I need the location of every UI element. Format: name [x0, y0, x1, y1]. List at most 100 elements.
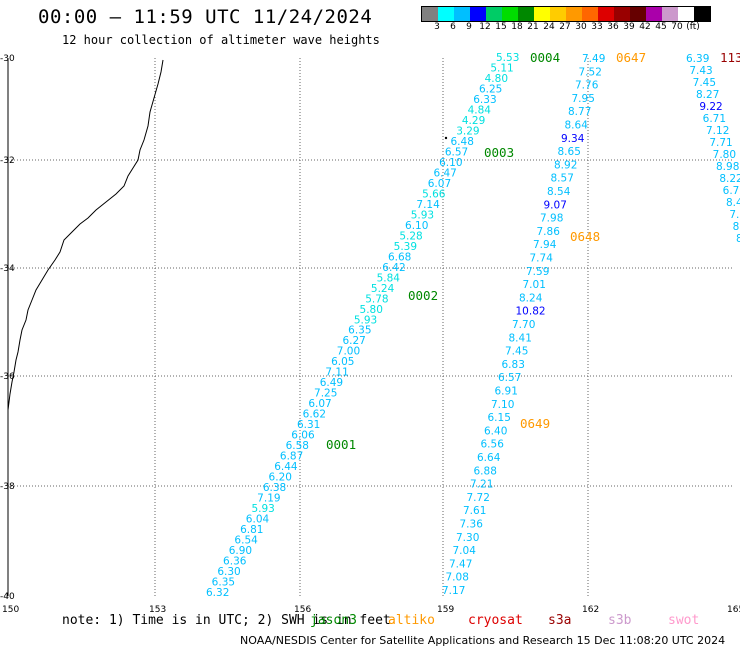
swh-value: 7.00 — [337, 346, 360, 358]
sat-s3b: s3b — [608, 613, 632, 628]
swh-value: 8. — [736, 233, 740, 245]
swh-value: 7.21 — [470, 479, 493, 491]
swh-value: 7.80 — [713, 149, 736, 161]
swh-value: 6.83 — [502, 359, 525, 371]
swh-value: 6.49 — [320, 377, 343, 389]
lon-label: 153 — [149, 605, 166, 615]
legend-label: 70 — [671, 22, 683, 32]
swh-value: 6.87 — [280, 451, 303, 463]
legend-swatch — [582, 7, 598, 21]
swh-value: 7.30 — [456, 532, 479, 544]
swh-value: 7.95 — [572, 93, 595, 105]
legend-label: 36 — [607, 22, 619, 32]
color-scale-bar — [421, 6, 711, 22]
swh-value: 7.71 — [709, 137, 732, 149]
swh-value: 8. — [733, 221, 740, 233]
swh-value: 8.65 — [558, 146, 581, 158]
lat-lon-grid: 150 153 156 159 162 165 -30 -32 -34 -36 -38 -40 — [0, 54, 740, 615]
swh-value: 6.47 — [433, 167, 456, 179]
swh-value: 6.57 — [445, 146, 468, 158]
legend-swatch — [518, 7, 534, 21]
legend-label: (ft) — [686, 22, 700, 32]
swh-value: 6.90 — [229, 545, 252, 557]
legend-label: 21 — [527, 22, 539, 32]
legend-swatch — [534, 7, 550, 21]
swh-value: 6.35 — [348, 325, 371, 337]
swh-value: 6.62 — [303, 409, 326, 421]
swh-value: 6.15 — [488, 412, 511, 424]
swh-value: 7.72 — [467, 492, 490, 504]
lat-label: -30 — [0, 54, 15, 64]
legend-label: 27 — [559, 22, 571, 32]
coastline — [7, 59, 164, 411]
swh-value: 6.36 — [223, 556, 247, 568]
swh-value: 6.27 — [342, 335, 365, 347]
lat-label: -34 — [0, 264, 15, 274]
legend-swatch — [662, 7, 678, 21]
swh-value: 6.20 — [269, 472, 292, 484]
swh-value: 8.4 — [726, 197, 740, 209]
legend-swatch — [550, 7, 566, 21]
swh-value: 7.76 — [575, 80, 599, 92]
swh-value: 6.56 — [481, 439, 505, 451]
swh-value: 7.25 — [314, 388, 337, 400]
swh-value: 7.61 — [463, 505, 486, 517]
swh-value: 7.45 — [693, 77, 716, 89]
pass-label: 0004 — [530, 50, 560, 65]
legend-swatch — [630, 7, 646, 21]
altimeter-tracks: 5.535.114.806.256.334.844.293.296.486.57… — [206, 52, 740, 599]
footer-note: note: 1) Time is in UTC; 2) SWH is in fe… — [62, 613, 391, 628]
swh-value: 8.64 — [565, 120, 589, 132]
swh-value: 6.05 — [331, 356, 354, 368]
legend-swatch — [566, 7, 582, 21]
legend-swatch — [486, 7, 502, 21]
sat-swot: swot — [668, 613, 700, 628]
swh-value: 6.44 — [274, 461, 298, 473]
swh-value: 6.71 — [703, 113, 726, 125]
swh-value: 7.10 — [491, 399, 514, 411]
lat-label: -36 — [0, 372, 15, 382]
swh-value: 6.39 — [686, 53, 709, 65]
swh-value: 7.86 — [537, 226, 561, 238]
swh-value: 7.36 — [460, 519, 484, 531]
swh-value: 6.04 — [246, 514, 270, 526]
pass-label: 0649 — [520, 416, 550, 431]
sat-cryosat: cryosat — [468, 613, 523, 628]
swh-value: 6.57 — [498, 372, 521, 384]
swh-value: 6.25 — [479, 83, 502, 95]
swh-value: 5.11 — [490, 62, 513, 74]
swh-value: 6.10 — [439, 157, 462, 169]
swh-value: 6.68 — [388, 251, 411, 263]
lon-label: 159 — [437, 605, 454, 615]
swh-value: 7.47 — [449, 558, 472, 570]
legend-label: 3 — [434, 22, 440, 32]
sat-altiko: altiko — [388, 613, 435, 628]
pass-label: 0647 — [616, 50, 646, 65]
swh-value: 7.94 — [533, 239, 557, 251]
swh-value: 5.66 — [422, 188, 446, 200]
swh-value: 6.10 — [405, 220, 428, 232]
swh-value: 5.78 — [365, 293, 388, 305]
sat-s3a: s3a — [548, 613, 572, 628]
swh-value: 8.22 — [719, 173, 740, 185]
swh-value: 4.80 — [485, 73, 508, 85]
legend-swatch — [694, 7, 710, 21]
swh-value: 9.34 — [561, 133, 585, 145]
lon-label: 162 — [582, 605, 599, 615]
swh-value: 6.79 — [723, 185, 740, 197]
swh-value: 5.39 — [394, 241, 417, 253]
lat-label: -38 — [0, 482, 15, 492]
lat-label: -32 — [0, 156, 15, 166]
swh-value: 5.84 — [377, 272, 401, 284]
swh-value: 5.93 — [354, 314, 377, 326]
legend-swatch — [614, 7, 630, 21]
legend-swatch — [502, 7, 518, 21]
legend-label: 24 — [543, 22, 555, 32]
credit-line: NOAA/NESDIS Center for Satellite Applica… — [240, 634, 726, 647]
swh-value: 6.91 — [495, 386, 518, 398]
lat-label: -40 — [0, 592, 15, 602]
swh-value: 8.77 — [568, 106, 591, 118]
swh-value: 7.08 — [446, 572, 469, 584]
swh-value: 6.81 — [240, 524, 263, 536]
